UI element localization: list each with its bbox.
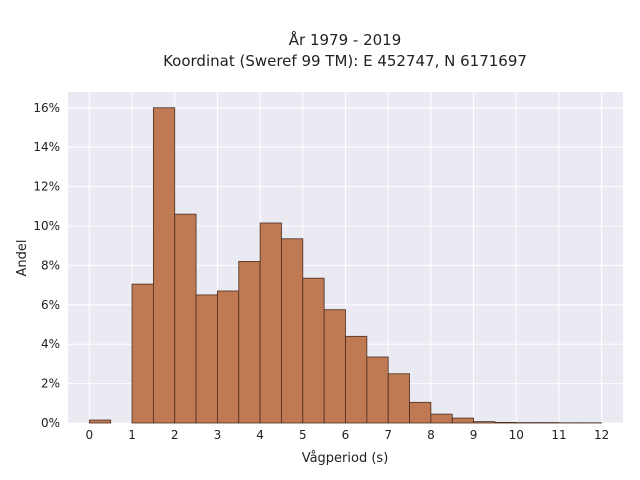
y-axis-ticks: 0% 2% 4% 6% 8% 10% 12% 14% 16% [33,101,60,430]
histogram-bar [494,422,517,424]
histogram-bar [302,277,325,424]
y-tick-label: 16% [33,101,60,115]
chart-title-line2: Koordinat (Sweref 99 TM): E 452747, N 61… [163,52,527,70]
histogram-bar [259,222,282,424]
histogram-bar [323,309,346,424]
x-tick-label: 11 [551,428,566,442]
y-tick-label: 14% [33,140,60,154]
x-tick-label: 9 [470,428,478,442]
histogram-bar [345,335,368,424]
histogram-bar [195,294,218,424]
y-tick-label: 6% [41,298,60,312]
histogram-bar [174,213,197,424]
histogram-bar [131,283,154,424]
histogram-bar [152,107,176,424]
histogram-bar [430,413,453,424]
x-tick-label: 6 [342,428,350,442]
histogram-bar [451,417,474,424]
x-tick-label: 0 [86,428,94,442]
x-tick-label: 5 [299,428,307,442]
histogram-bar [366,356,389,424]
x-tick-label: 1 [128,428,136,442]
y-tick-label: 4% [41,337,60,351]
y-tick-label: 8% [41,258,60,272]
histogram-bar [281,238,304,424]
chart-title-line1: År 1979 - 2019 [289,30,402,49]
histogram-bar [217,290,240,424]
x-tick-label: 12 [594,428,609,442]
x-tick-label: 4 [256,428,264,442]
x-tick-label: 8 [427,428,435,442]
y-axis-label: Andel [15,240,30,277]
histogram-bar [409,401,432,424]
y-tick-label: 10% [33,219,60,233]
x-tick-label: 2 [171,428,179,442]
x-tick-label: 7 [384,428,392,442]
histogram-bar [88,419,112,424]
x-axis-ticks: 0 1 2 3 4 5 6 7 8 9 10 11 12 [86,428,610,442]
x-tick-label: 3 [214,428,222,442]
y-tick-label: 0% [41,416,60,430]
x-tick-label: 10 [509,428,524,442]
histogram-bar [238,261,261,424]
x-axis-label: Vågperiod (s) [302,451,389,466]
histogram-bar [473,421,496,424]
y-tick-label: 12% [33,180,60,194]
y-tick-label: 2% [41,377,60,391]
histogram-bar [387,373,410,424]
histogram-bars [88,107,603,424]
